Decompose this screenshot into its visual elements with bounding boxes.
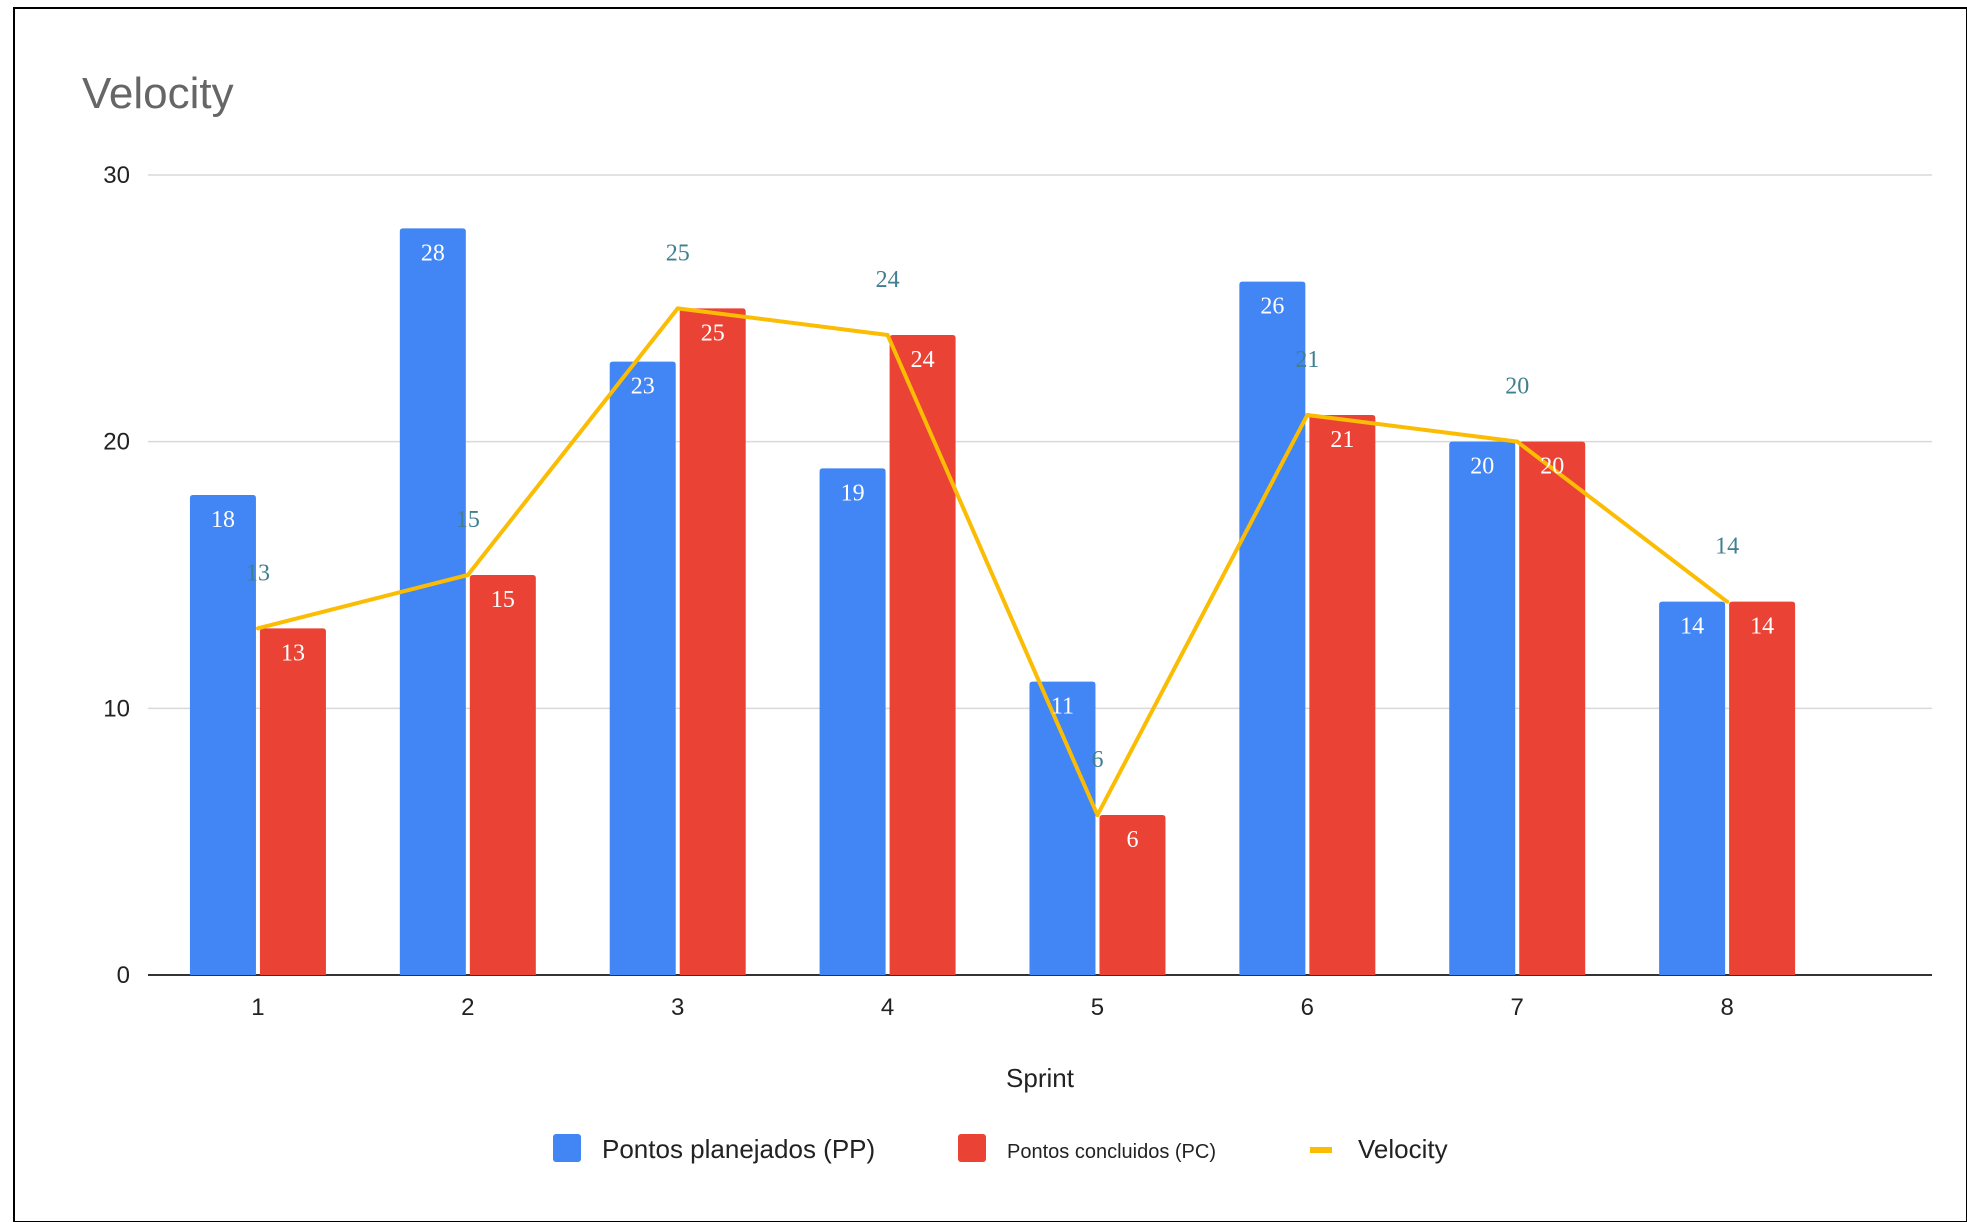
bar-data-label: 25 bbox=[701, 320, 725, 346]
x-tick-label: 6 bbox=[1301, 994, 1314, 1021]
x-tick-label: 3 bbox=[671, 994, 684, 1021]
legend-swatch-3 bbox=[1310, 1147, 1332, 1153]
bar-pp-5 bbox=[1029, 681, 1096, 975]
bar-data-label: 20 bbox=[1540, 454, 1564, 480]
bar-pp-7 bbox=[1449, 441, 1516, 976]
legend-swatch-1 bbox=[553, 1134, 581, 1162]
bar-pc-1 bbox=[259, 628, 326, 975]
bar-data-label: 15 bbox=[491, 587, 515, 613]
y-tick-label: 20 bbox=[103, 429, 130, 456]
velocity-data-label: 14 bbox=[1715, 534, 1739, 560]
bar-pc-2 bbox=[469, 575, 536, 975]
velocity-data-label: 20 bbox=[1505, 374, 1529, 400]
velocity-data-label: 13 bbox=[246, 560, 270, 586]
velocity-data-label: 15 bbox=[456, 507, 480, 533]
bar-pp-2 bbox=[399, 228, 466, 976]
bar-pc-6 bbox=[1309, 415, 1376, 975]
bar-data-label: 6 bbox=[1126, 827, 1138, 853]
bar-pc-8 bbox=[1729, 601, 1796, 975]
velocity-point bbox=[885, 333, 890, 337]
legend-label-1: Pontos planejados (PP) bbox=[602, 1134, 875, 1164]
legend-label-3: Velocity bbox=[1358, 1134, 1448, 1164]
bars-layer bbox=[189, 228, 1796, 976]
y-tick-label: 0 bbox=[117, 962, 130, 989]
velocity-data-label: 6 bbox=[1091, 747, 1103, 773]
bar-data-label: 21 bbox=[1330, 427, 1354, 453]
bar-data-label: 14 bbox=[1680, 614, 1704, 640]
x-tick-label: 4 bbox=[881, 994, 894, 1021]
bar-data-label: 23 bbox=[631, 374, 655, 400]
x-tick-label: 8 bbox=[1720, 994, 1733, 1021]
legend-label-2: Pontos concluidos (PC) bbox=[1007, 1141, 1216, 1163]
velocity-point bbox=[465, 573, 470, 577]
bar-pp-3 bbox=[609, 361, 676, 976]
velocity-data-label: 24 bbox=[876, 267, 900, 293]
y-tick-label: 30 bbox=[103, 162, 130, 189]
velocity-point bbox=[1095, 813, 1100, 817]
x-axis-title: Sprint bbox=[1006, 1063, 1075, 1093]
velocity-point bbox=[675, 306, 680, 311]
velocity-point bbox=[1515, 439, 1520, 444]
bar-pp-6 bbox=[1239, 281, 1306, 976]
bar-data-label: 24 bbox=[911, 347, 935, 373]
bar-pp-4 bbox=[819, 468, 886, 975]
bar-data-label: 28 bbox=[421, 240, 445, 266]
velocity-point bbox=[1305, 413, 1310, 417]
velocity-data-label: 21 bbox=[1295, 347, 1319, 373]
bar-pp-1 bbox=[189, 495, 256, 975]
velocity-data-label: 25 bbox=[666, 240, 690, 266]
bar-data-label: 14 bbox=[1750, 614, 1774, 640]
y-tick-label: 10 bbox=[103, 695, 130, 722]
velocity-point bbox=[255, 626, 260, 631]
line-layer bbox=[255, 306, 1730, 817]
bar-data-label: 26 bbox=[1260, 294, 1284, 320]
bar-data-label: 11 bbox=[1051, 694, 1074, 720]
bar-data-label: 20 bbox=[1470, 454, 1494, 480]
velocity-point bbox=[1725, 599, 1730, 604]
bar-pp-8 bbox=[1659, 601, 1726, 975]
bar-pc-7 bbox=[1519, 441, 1586, 976]
x-tick-label: 5 bbox=[1091, 994, 1104, 1021]
bar-data-label: 13 bbox=[281, 640, 305, 666]
bar-pc-4 bbox=[889, 335, 956, 975]
chart-title: Velocity bbox=[82, 69, 234, 118]
bar-pc-3 bbox=[679, 308, 746, 975]
x-tick-label: 7 bbox=[1511, 994, 1524, 1021]
legend: Pontos planejados (PP) Pontos concluidos … bbox=[553, 1134, 1448, 1164]
labels-layer: 18 28 23 19 11 26 20 14 13 15 25 24 6 21 20 14 13 15 25 24 6… bbox=[211, 240, 1774, 853]
bar-pc-5 bbox=[1099, 815, 1166, 975]
bar-data-label: 19 bbox=[841, 480, 865, 506]
bar-data-label: 18 bbox=[211, 507, 235, 533]
velocity-line bbox=[257, 306, 1729, 817]
x-tick-labels: 1 2 3 4 5 6 7 8 bbox=[251, 994, 1734, 1021]
x-tick-label: 2 bbox=[461, 994, 474, 1021]
x-tick-label: 1 bbox=[251, 994, 264, 1021]
chart-border bbox=[13, 7, 1967, 1222]
legend-swatch-2 bbox=[958, 1134, 986, 1162]
